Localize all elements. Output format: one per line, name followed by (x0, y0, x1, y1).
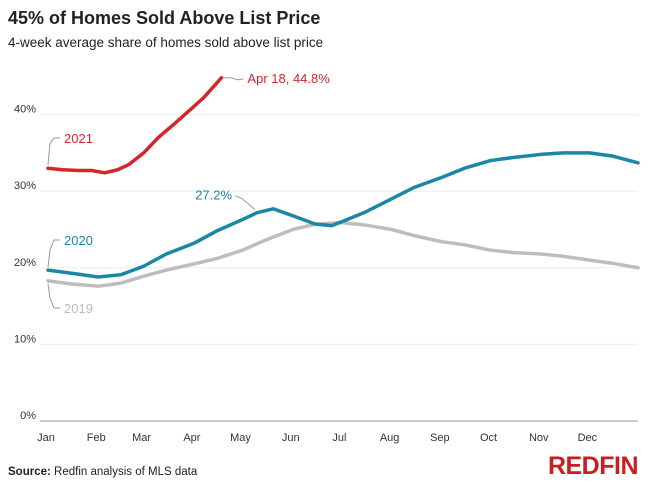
source-text: Redfin analysis of MLS data (50, 466, 198, 478)
x-tick-label: May (230, 432, 251, 444)
source-note: Source: Redfin analysis of MLS data (8, 466, 197, 478)
x-tick-label: Dec (578, 432, 598, 444)
x-tick-label: Aug (380, 432, 400, 444)
redfin-logo: REDFIN (547, 452, 639, 480)
label-leader (47, 137, 60, 166)
x-tick-label: Feb (87, 432, 106, 444)
x-tick-label: Jan (37, 432, 55, 444)
series-line-2019 (46, 220, 640, 288)
chart-subtitle: 4-week average share of homes sold above… (8, 35, 324, 50)
series-line-2020 (46, 151, 640, 279)
x-tick-label: Nov (529, 432, 549, 444)
source-label: Source: (8, 466, 51, 478)
y-tick-label: 40% (14, 104, 36, 116)
series-label-2021: 2021 (64, 131, 93, 146)
y-tick-label: 10% (14, 333, 36, 345)
annotation-leader (223, 77, 244, 81)
x-tick-label: Oct (480, 432, 497, 444)
x-tick-label: Mar (132, 432, 151, 444)
y-tick-label: 20% (14, 257, 36, 269)
x-tick-label: Jul (332, 432, 346, 444)
y-tick-label: 0% (20, 410, 36, 422)
chart-title: 45% of Homes Sold Above List Price (8, 8, 321, 28)
annotation-leader (234, 195, 256, 211)
label-leader (47, 239, 60, 268)
x-tick-label: Jun (282, 432, 300, 444)
x-tick-label: Apr (183, 432, 200, 444)
y-tick-label: 30% (14, 180, 36, 192)
annotation-2020-peak: 27.2% (195, 188, 232, 203)
label-leader (47, 283, 60, 309)
series-label-2020: 2020 (64, 233, 93, 248)
series-line-2021 (46, 76, 224, 175)
annotation-2021-end: Apr 18, 44.8% (247, 71, 330, 86)
series-label-2019: 2019 (64, 301, 93, 316)
x-tick-label: Sep (430, 432, 450, 444)
